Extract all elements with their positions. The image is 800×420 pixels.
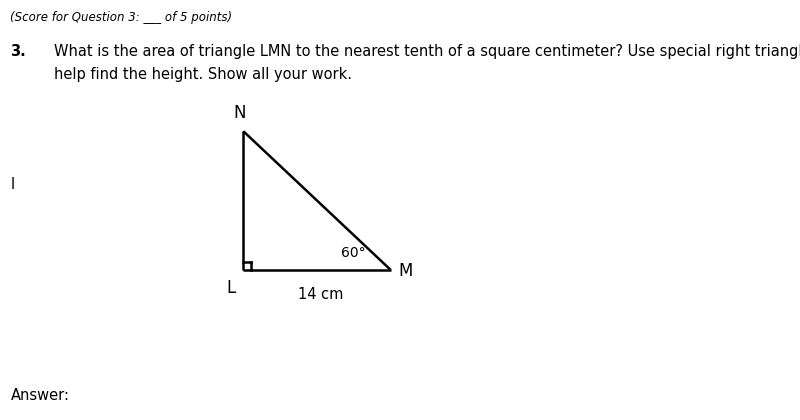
- Text: l: l: [10, 177, 14, 192]
- Text: M: M: [398, 262, 413, 281]
- Text: 14 cm: 14 cm: [298, 287, 343, 302]
- Text: 3.: 3.: [10, 44, 26, 59]
- Text: N: N: [234, 104, 246, 122]
- Text: What is the area of triangle LMN to the nearest tenth of a square centimeter? Us: What is the area of triangle LMN to the …: [54, 44, 800, 59]
- Text: (Score for Question 3: ___ of 5 points): (Score for Question 3: ___ of 5 points): [10, 10, 233, 24]
- Text: Answer:: Answer:: [10, 388, 70, 404]
- Text: 60°: 60°: [341, 246, 366, 260]
- Text: help find the height. Show all your work.: help find the height. Show all your work…: [54, 67, 352, 82]
- Text: L: L: [226, 279, 236, 297]
